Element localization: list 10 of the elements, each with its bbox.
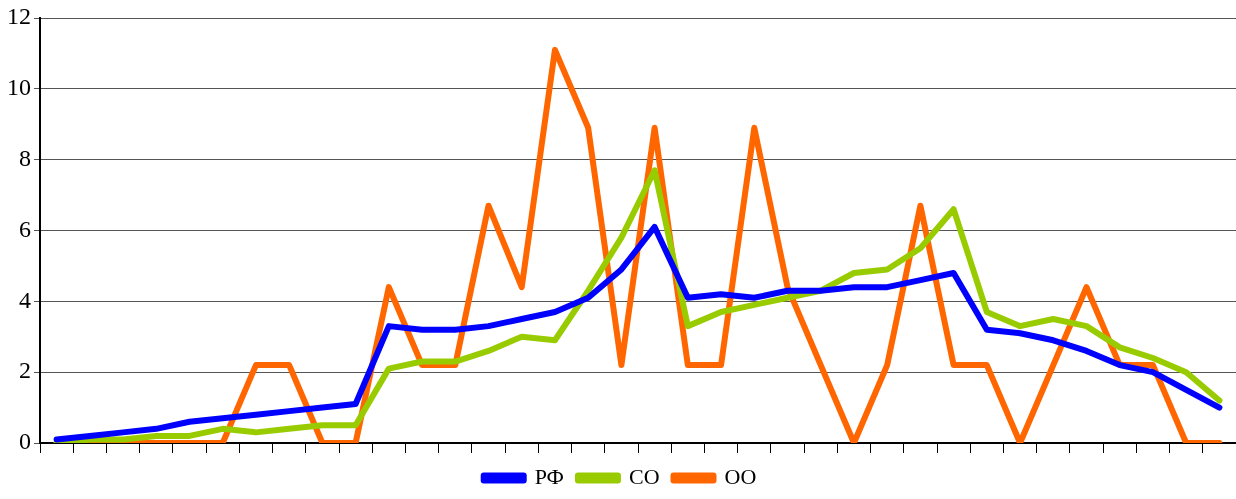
y-tick-label: 10 bbox=[7, 74, 31, 101]
y-tick-label: 8 bbox=[19, 144, 31, 171]
legend-label: СО bbox=[628, 463, 660, 489]
y-tick-label: 12 bbox=[7, 3, 31, 30]
y-tick-label: 6 bbox=[19, 215, 31, 242]
legend-label: ОО bbox=[724, 463, 757, 489]
legend-label: РФ bbox=[534, 463, 564, 489]
y-tick-label: 4 bbox=[19, 286, 31, 313]
y-tick-label: 0 bbox=[19, 428, 31, 455]
y-tick-label: 2 bbox=[19, 357, 31, 384]
